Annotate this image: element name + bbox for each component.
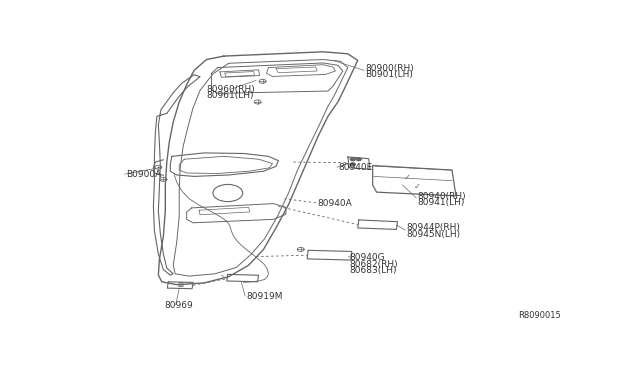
Text: 80960(RH): 80960(RH) xyxy=(207,84,255,93)
Text: B0900A: B0900A xyxy=(126,170,161,179)
Text: B0901(LH): B0901(LH) xyxy=(365,70,413,79)
Text: 80940G: 80940G xyxy=(349,253,385,262)
Text: 80945N(LH): 80945N(LH) xyxy=(406,230,461,239)
Text: 80961(LH): 80961(LH) xyxy=(207,91,254,100)
Text: 80682(RH): 80682(RH) xyxy=(349,260,398,269)
Circle shape xyxy=(350,158,355,161)
Text: 80940E: 80940E xyxy=(338,163,372,172)
Text: R8090015: R8090015 xyxy=(518,311,561,320)
Text: ✓: ✓ xyxy=(404,173,411,182)
Text: 80940(RH): 80940(RH) xyxy=(417,192,466,201)
Circle shape xyxy=(356,158,361,161)
Text: 80900(RH): 80900(RH) xyxy=(365,64,414,73)
Text: ✓: ✓ xyxy=(414,182,420,191)
Circle shape xyxy=(350,163,355,166)
Text: 80941(LH): 80941(LH) xyxy=(417,198,465,207)
Text: 80969: 80969 xyxy=(164,301,193,310)
Text: 80919M: 80919M xyxy=(246,292,283,301)
Text: ⊠: ⊠ xyxy=(177,282,183,288)
Text: 80683(LH): 80683(LH) xyxy=(349,266,397,275)
Text: 80940A: 80940A xyxy=(317,199,352,208)
Text: 80944P(RH): 80944P(RH) xyxy=(406,224,460,232)
